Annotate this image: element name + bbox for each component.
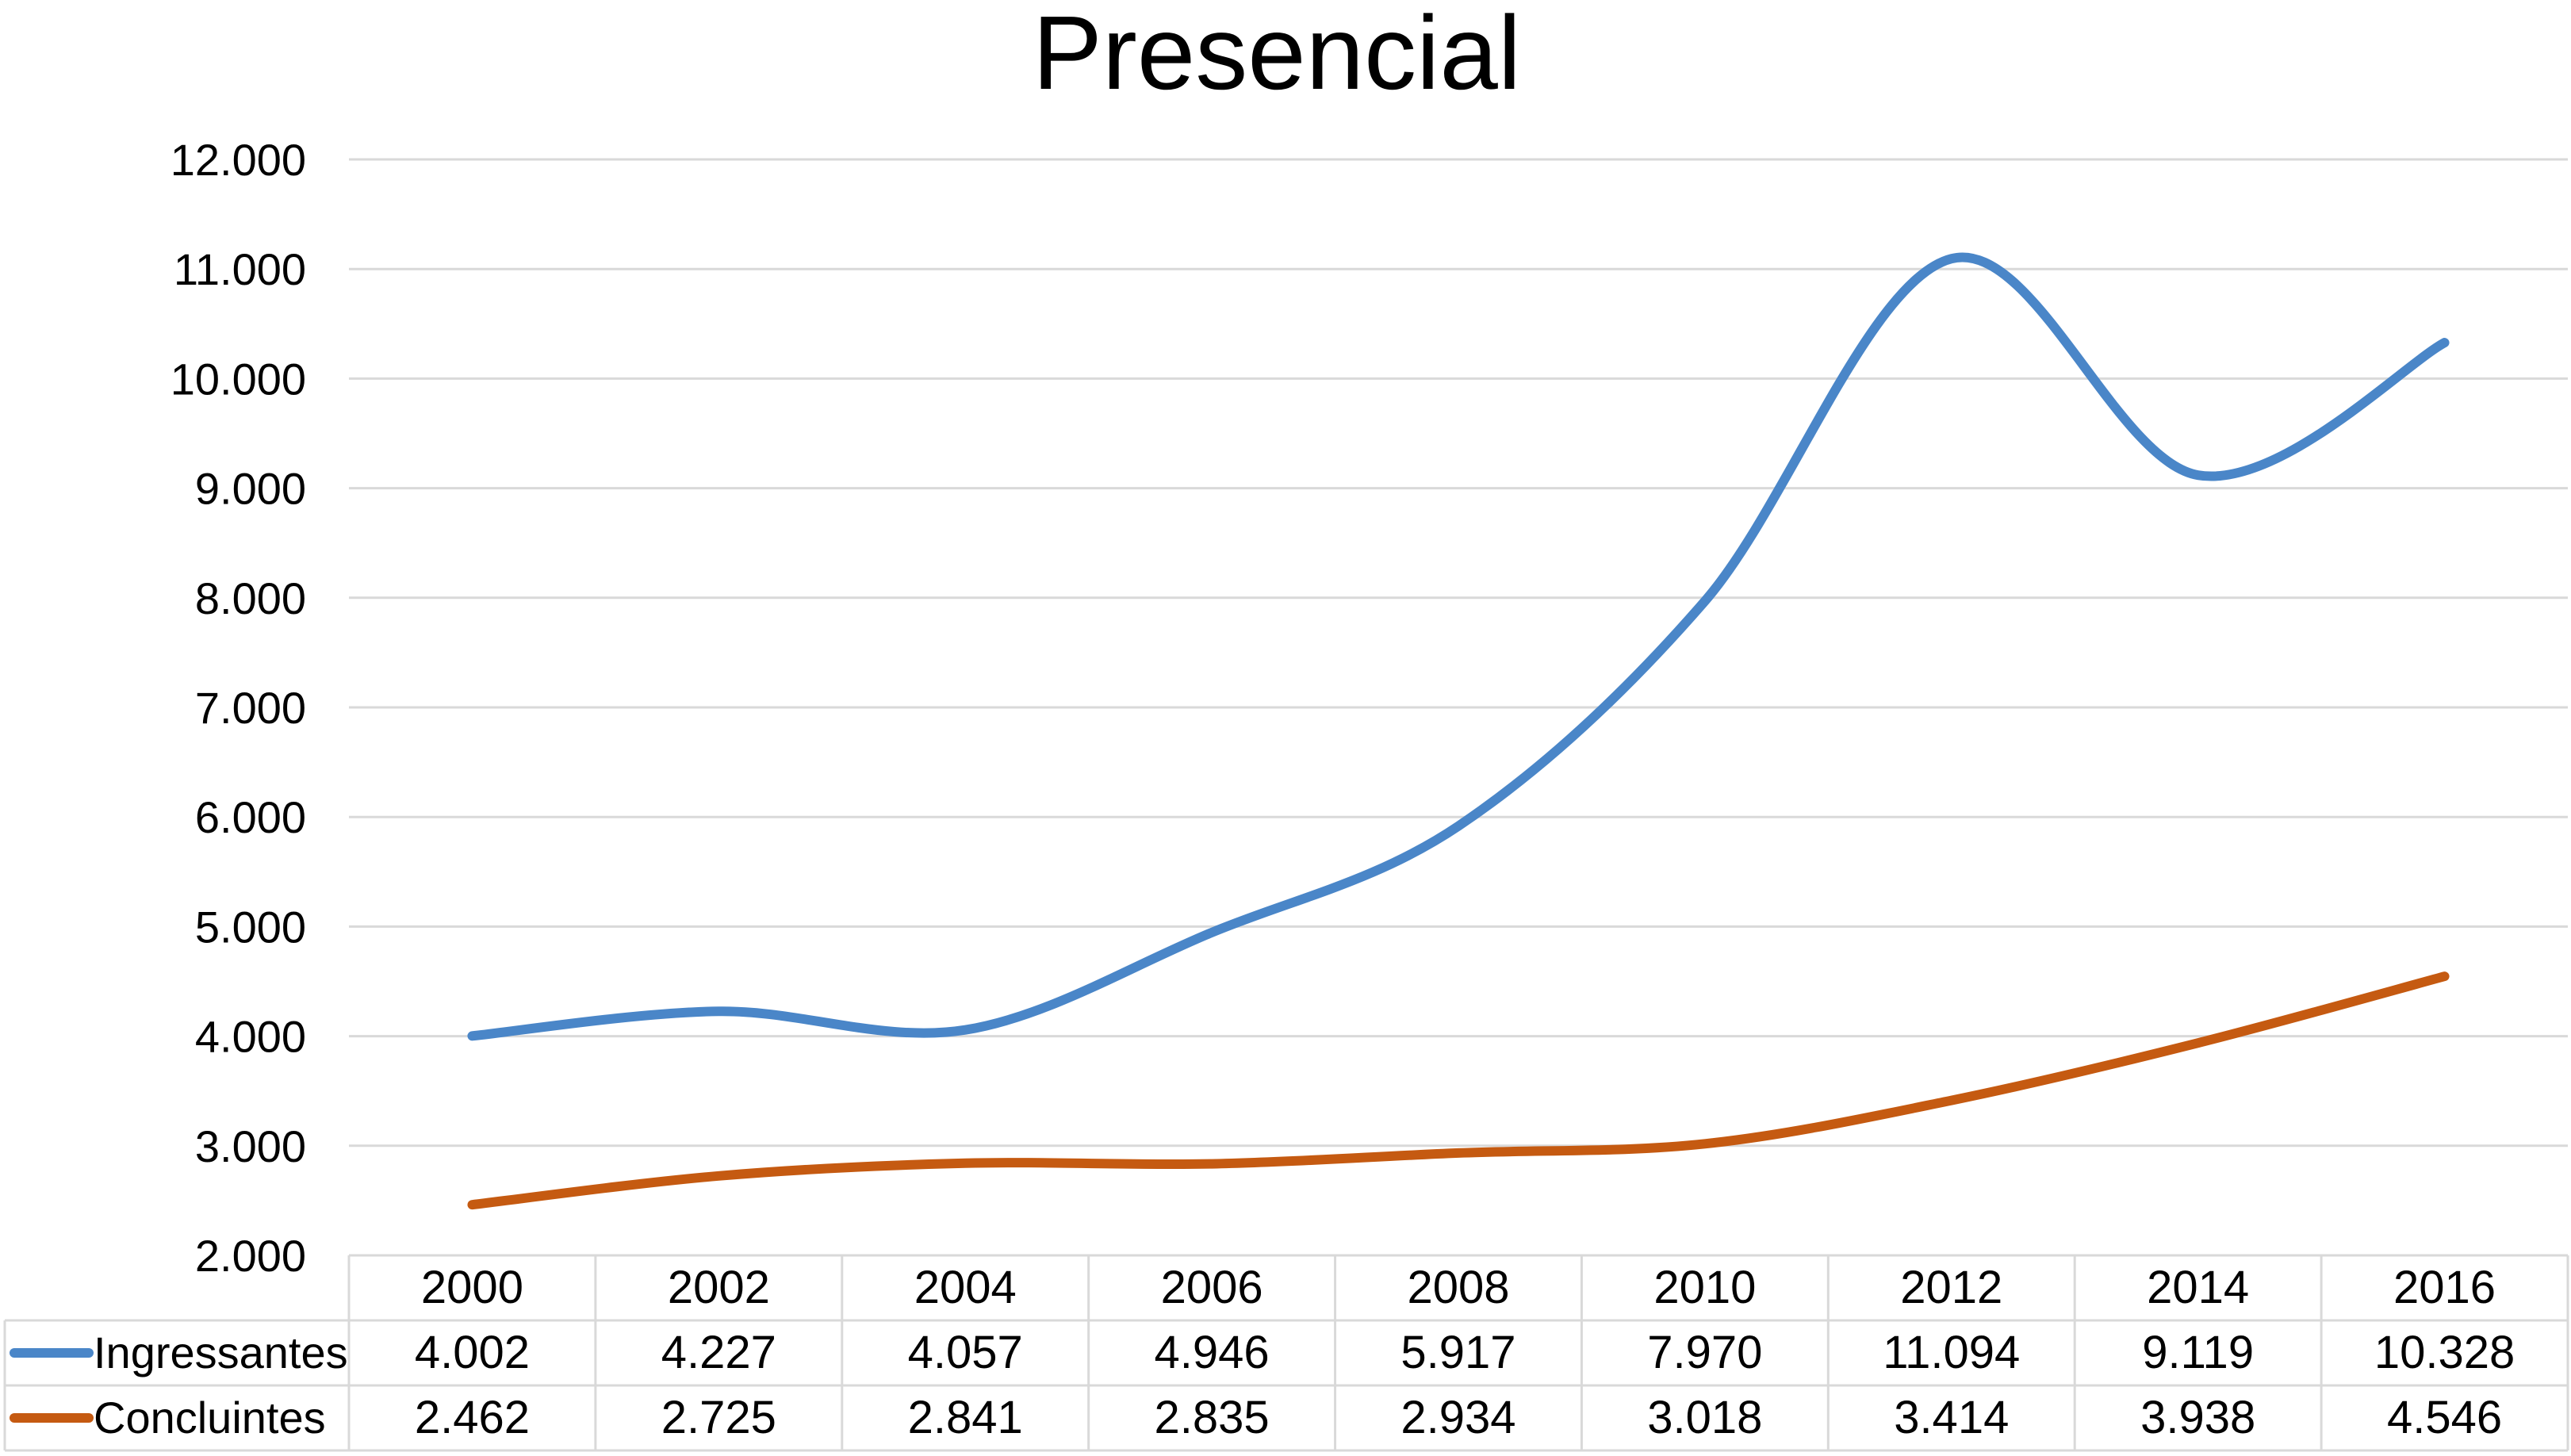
y-tick-label: 10.000 xyxy=(171,354,306,404)
x-category-label: 2000 xyxy=(421,1262,523,1313)
data-label: 4.946 xyxy=(1155,1327,1270,1378)
x-category-label: 2002 xyxy=(668,1262,770,1313)
data-label: 3.938 xyxy=(2140,1392,2255,1443)
y-tick-label: 3.000 xyxy=(195,1121,306,1171)
x-category-label: 2012 xyxy=(1900,1262,2002,1313)
y-tick-label: 9.000 xyxy=(195,464,306,514)
y-axis: 2.000 3.000 4.000 5.000 6.000 7.000 8.000 9.000… xyxy=(171,135,306,1281)
y-tick-label: 11.000 xyxy=(174,244,306,294)
data-label: 10.328 xyxy=(2374,1327,2515,1378)
x-category-label: 2006 xyxy=(1161,1262,1263,1313)
data-label: 4.057 xyxy=(908,1327,1023,1378)
chart-title: Presencial xyxy=(1033,0,1521,111)
data-label: 4.227 xyxy=(661,1327,776,1378)
data-label: 5.917 xyxy=(1400,1327,1515,1378)
y-tick-label: 12.000 xyxy=(171,135,306,185)
data-label: 4.546 xyxy=(2387,1392,2502,1443)
y-tick-label: 5.000 xyxy=(195,902,306,952)
data-label: 4.002 xyxy=(415,1327,530,1378)
x-category-label: 2010 xyxy=(1653,1262,1756,1313)
data-label: 7.970 xyxy=(1647,1327,1762,1378)
legend-label-concluintes: Concluintes xyxy=(94,1393,326,1443)
data-label: 3.018 xyxy=(1647,1392,1762,1443)
x-category-label: 2004 xyxy=(914,1262,1017,1313)
data-label: 3.414 xyxy=(1894,1392,2009,1443)
data-label: 2.835 xyxy=(1155,1392,1270,1443)
y-tick-label: 7.000 xyxy=(195,683,306,733)
y-tick-label: 2.000 xyxy=(195,1231,306,1281)
y-tick-label: 8.000 xyxy=(195,573,306,623)
series-line-concluintes xyxy=(467,971,2450,1210)
data-label: 9.119 xyxy=(2142,1327,2254,1378)
data-label: 2.725 xyxy=(661,1392,776,1443)
y-tick-label: 4.000 xyxy=(195,1012,306,1062)
data-label: 11.094 xyxy=(1883,1327,2020,1378)
data-label: 2.462 xyxy=(415,1392,530,1443)
x-category-label: 2016 xyxy=(2393,1262,2496,1313)
data-table: 2000 2002 2004 2006 2008 2010 2012 2014 2016 Ingr… xyxy=(3,1254,2569,1452)
series-line-ingressantes xyxy=(467,252,2450,1041)
data-label: 2.934 xyxy=(1400,1392,1515,1443)
legend-label-ingressantes: Ingressantes xyxy=(94,1328,348,1377)
series-lines xyxy=(467,252,2450,1210)
data-label: 2.841 xyxy=(908,1392,1023,1443)
y-tick-label: 6.000 xyxy=(195,792,306,842)
x-category-label: 2014 xyxy=(2147,1262,2249,1313)
grid-lines xyxy=(349,158,2568,1257)
x-category-label: 2008 xyxy=(1407,1262,1509,1313)
